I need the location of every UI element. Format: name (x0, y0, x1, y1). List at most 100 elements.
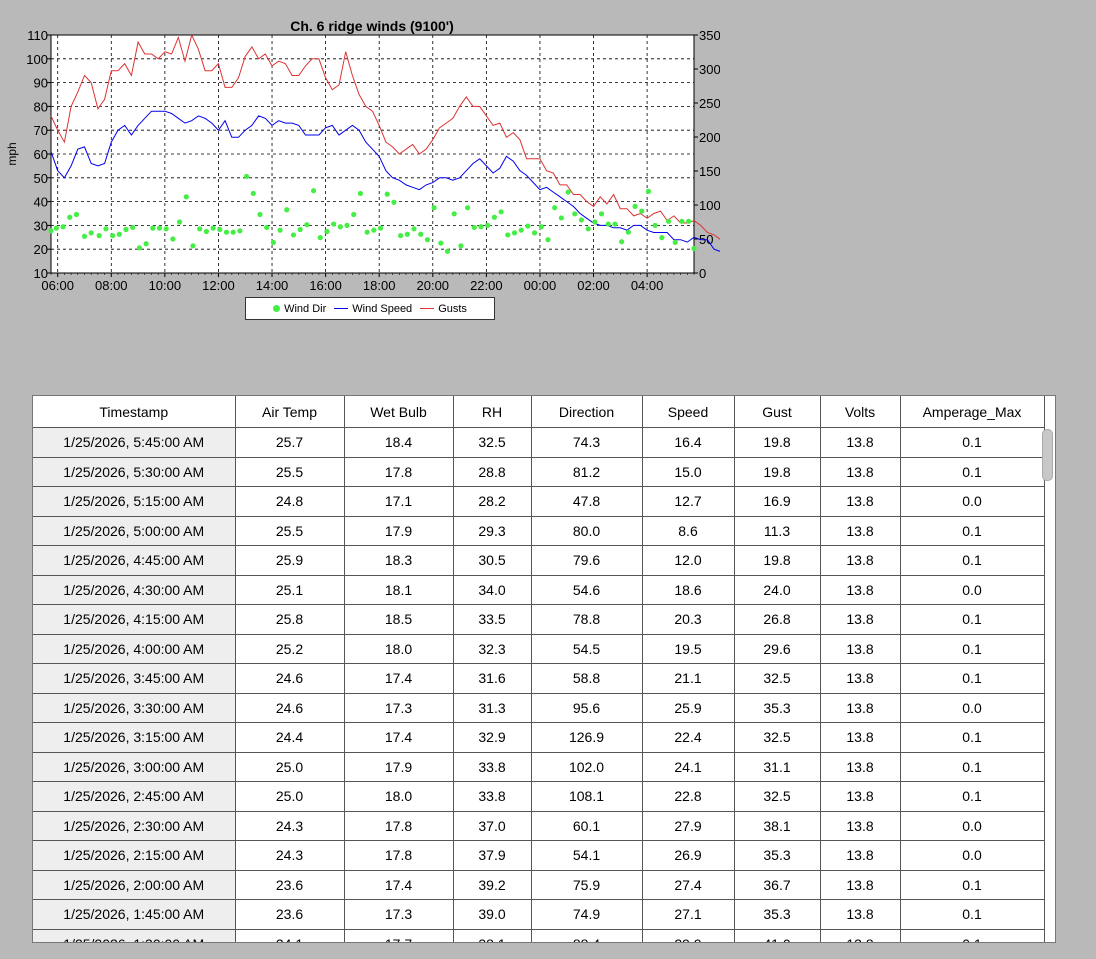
y2-tick-label: 250 (699, 96, 720, 111)
table-cell: 12.7 (641, 486, 735, 517)
table-row[interactable]: 1/25/2026, 3:15:00 AM 24.4 17.4 32.9 126.9 22… (33, 722, 1045, 753)
table-cell: 0.1 (899, 869, 1045, 900)
table-row[interactable]: 1/25/2026, 4:45:00 AM 25.9 18.3 30.5 79.6 12.… (33, 545, 1045, 576)
table-cell: 0.1 (899, 545, 1045, 576)
table-cell: 13.8 (819, 663, 901, 694)
wind-dir-point (177, 219, 183, 225)
wind-speed-series-line (50, 110, 720, 252)
table-cell: 39.0 (452, 899, 532, 930)
table-cell: 1/25/2026, 3:45:00 AM (33, 663, 236, 694)
wind-dir-point (317, 235, 323, 241)
wind-dir-point (277, 227, 283, 233)
table-cell: 20.3 (641, 604, 735, 635)
table-row[interactable]: 1/25/2026, 5:00:00 AM 25.5 17.9 29.3 80.0 8.6… (33, 515, 1045, 546)
table-cell: 0.1 (899, 899, 1045, 930)
table-cell: 13.8 (819, 869, 901, 900)
table-cell: 29.9 (641, 928, 735, 942)
wind-dir-point (81, 233, 88, 239)
table-row[interactable]: 1/25/2026, 2:45:00 AM 25.0 18.0 33.8 108.1 22… (33, 781, 1045, 812)
wind-dir-point (203, 228, 209, 235)
table-cell: 24.3 (234, 840, 345, 871)
table-cell: 0.1 (899, 722, 1045, 753)
table-cell: 17.4 (343, 722, 454, 753)
table-row[interactable]: 1/25/2026, 5:30:00 AM 25.5 17.8 28.8 81.2 15.… (33, 456, 1045, 487)
column-header[interactable]: Volts (819, 396, 901, 428)
column-header[interactable]: Speed (641, 396, 735, 428)
table-cell: 79.6 (530, 545, 643, 576)
wind-dir-point (438, 240, 444, 246)
table-cell: 27.9 (641, 810, 735, 841)
table-cell: 36.7 (733, 869, 821, 900)
wind-dir-point (391, 199, 397, 205)
x-tick-label: 08:00 (95, 278, 128, 293)
wind-dir-point (264, 224, 270, 231)
y2-tick-label: 150 (699, 164, 720, 179)
wind-dir-point (344, 222, 350, 228)
wind-chart: 10 20 30 40 50 60 70 80 90 100 110 0 50 100 150 200 250 3… (0, 0, 720, 330)
y-tick-label: 60 (34, 147, 48, 162)
table-cell: 33.8 (452, 751, 532, 782)
table-cell: 1/25/2026, 4:15:00 AM (33, 604, 236, 635)
table-cell: 19.5 (641, 633, 735, 664)
table-row[interactable]: 1/25/2026, 5:45:00 AM 25.7 18.4 32.5 74.3 16.… (33, 427, 1045, 458)
table-row[interactable]: 1/25/2026, 1:45:00 AM 23.6 17.3 39.0 74.9 27.… (33, 899, 1045, 930)
table-cell: 17.7 (343, 928, 454, 942)
table-cell: 38.1 (733, 810, 821, 841)
table-cell: 13.8 (819, 633, 901, 664)
table-body: 1/25/2026, 5:45:00 AM 25.7 18.4 32.5 74.3 16.… (33, 427, 1045, 942)
legend-item-wind-dir: Wind Dir (273, 303, 326, 315)
weather-data-table[interactable]: Timestamp Air Temp Wet Bulb RH Direction Spee… (32, 395, 1056, 943)
wind-dir-point (297, 226, 303, 233)
table-cell: 13.8 (819, 810, 901, 841)
wind-dir-point (324, 228, 330, 235)
table-scrollbar[interactable] (1042, 429, 1053, 481)
table-cell: 35.3 (733, 692, 821, 723)
table-cell: 17.8 (343, 840, 454, 871)
table-cell: 18.6 (641, 574, 735, 605)
x-tick-label: 04:00 (631, 278, 664, 293)
chart-title: Ch. 6 ridge winds (9100') (290, 18, 454, 34)
wind-dir-point (371, 227, 377, 233)
table-cell: 24.3 (234, 810, 345, 841)
wind-dir-point (612, 221, 618, 227)
table-cell: 35.3 (733, 840, 821, 871)
table-cell: 18.3 (343, 545, 454, 576)
column-header[interactable]: Wet Bulb (343, 396, 454, 428)
wind-dir-point (237, 228, 243, 234)
table-row[interactable]: 1/25/2026, 3:45:00 AM 24.6 17.4 31.6 58.8 21.… (33, 663, 1045, 694)
table-row[interactable]: 1/25/2026, 4:30:00 AM 25.1 18.1 34.0 54.6 18.… (33, 574, 1045, 605)
column-header[interactable]: Timestamp (33, 396, 236, 428)
wind-dir-point (458, 243, 464, 249)
table-cell: 27.1 (641, 899, 735, 930)
wind-dir-point (110, 233, 116, 239)
y2-tick-label: 200 (699, 130, 720, 145)
table-cell: 27.4 (641, 869, 735, 900)
table-row[interactable]: 1/25/2026, 3:00:00 AM 25.0 17.9 33.8 102.0 24… (33, 751, 1045, 782)
table-row[interactable]: 1/25/2026, 5:15:00 AM 24.8 17.1 28.2 47.8 12.… (33, 486, 1045, 517)
table-row[interactable]: 1/25/2026, 1:30:00 AM24.117.738.188.429.… (33, 928, 1045, 942)
table-cell: 74.3 (530, 427, 643, 458)
column-header[interactable]: Gust (733, 396, 821, 428)
y-axis-label: mph (5, 142, 19, 165)
table-cell: 18.5 (343, 604, 454, 635)
gusts-series-line (50, 33, 720, 240)
table-row[interactable]: 1/25/2026, 3:30:00 AM 24.6 17.3 31.3 95.6 25.… (33, 692, 1045, 723)
column-header[interactable]: Air Temp (234, 396, 345, 428)
column-header[interactable]: Amperage_Max (899, 396, 1045, 428)
wind-dir-point (123, 226, 129, 233)
table-cell: 18.1 (343, 574, 454, 605)
y-tick-label: 30 (34, 218, 48, 233)
table-row[interactable]: 1/25/2026, 4:15:00 AM 25.8 18.5 33.5 78.8 20.… (33, 604, 1045, 635)
table-cell: 31.6 (452, 663, 532, 694)
table-cell: 24.0 (733, 574, 821, 605)
table-cell: 13.8 (819, 899, 901, 930)
table-cell: 23.6 (234, 869, 345, 900)
wind-dir-point (578, 217, 585, 223)
table-row[interactable]: 1/25/2026, 2:15:00 AM 24.3 17.8 37.9 54.1 26.… (33, 840, 1045, 871)
table-row[interactable]: 1/25/2026, 2:30:00 AM 24.3 17.8 37.0 60.1 27.… (33, 810, 1045, 841)
table-row[interactable]: 1/25/2026, 2:00:00 AM 23.6 17.4 39.2 75.9 27.… (33, 869, 1045, 900)
table-cell: 28.8 (452, 456, 532, 487)
table-row[interactable]: 1/25/2026, 4:00:00 AM 25.2 18.0 32.3 54.5 19.… (33, 633, 1045, 664)
column-header[interactable]: Direction (530, 396, 643, 428)
column-header[interactable]: RH (452, 396, 532, 428)
